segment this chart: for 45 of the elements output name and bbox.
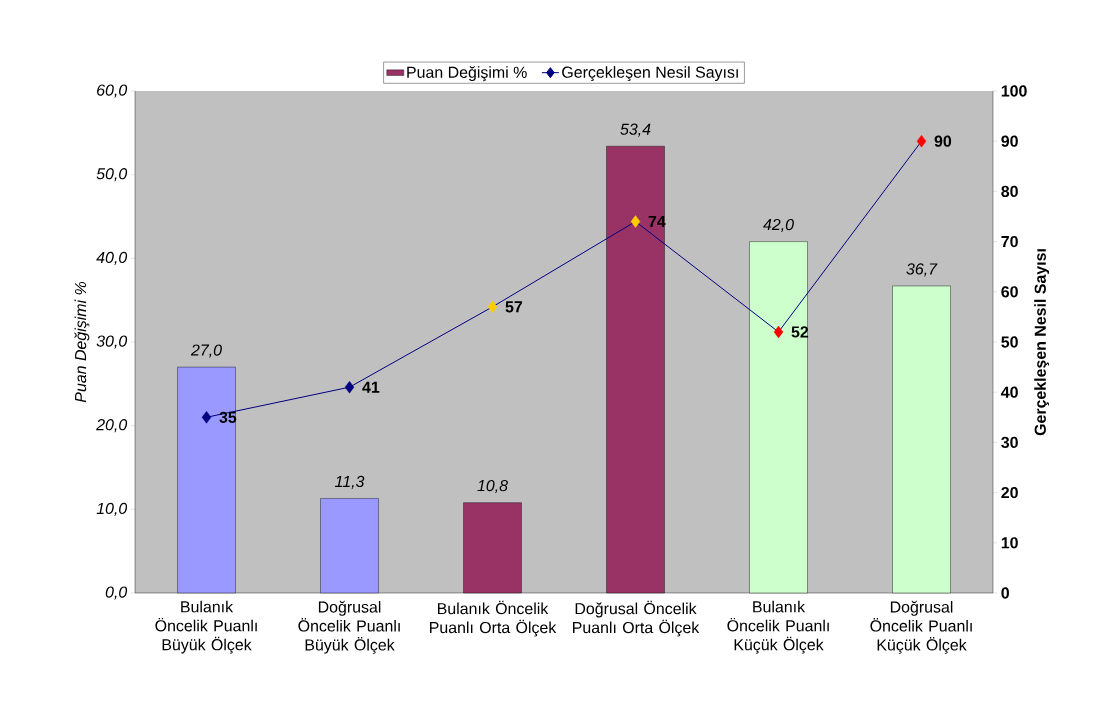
y2-tick-label: 100 — [1001, 85, 1027, 97]
y-tick-label: 20,0 — [96, 419, 128, 433]
y-tick-label: 60,0 — [97, 84, 128, 98]
x-tick-label: Doğrusal Öncelik Puanlı Küçük Ölçek — [870, 600, 972, 654]
y-axis-title: Puan Değişimi % — [74, 282, 90, 403]
y-tick-label: 0,0 — [105, 586, 128, 600]
legend-label: Puan Değişimi % — [407, 66, 527, 82]
point — [487, 300, 498, 314]
x-tick-label: Bulanık Öncelik Puanlı Orta Ölçek — [430, 600, 557, 637]
data-label: 41 — [362, 381, 380, 393]
data-label: 27,0 — [190, 344, 222, 358]
x-tick-label: Bulanık Öncelik Puanlı Büyük Ölçek — [155, 600, 257, 654]
y2-tick-label: 90 — [1001, 135, 1018, 147]
x-tick-label: Doğrusal Öncelik Puanlı Büyük Ölçek — [298, 600, 400, 654]
y2-tick-label: 70 — [1001, 235, 1018, 248]
data-label: 42,0 — [763, 218, 794, 233]
y-tick-label: 40,0 — [96, 251, 128, 265]
x-tick-label: Bulanık Öncelik Puanlı Küçük Ölçek — [727, 600, 829, 654]
y2-tick-label: 30 — [1001, 436, 1018, 449]
y2-tick-label: 20 — [1001, 486, 1018, 499]
point — [773, 325, 784, 339]
legend-label: Gerçekleşen Nesil Sayısı — [562, 66, 738, 82]
y-tick-label: 10,0 — [96, 502, 128, 516]
data-label: 52 — [791, 326, 809, 338]
y2-axis-title: Gerçekleşen Nesil Sayısı — [1034, 249, 1050, 436]
data-label: 57 — [505, 301, 523, 313]
y2-tick-label: 80 — [1001, 185, 1018, 198]
y2-tick-label: 60 — [1001, 286, 1018, 298]
point — [916, 135, 927, 148]
y2-tick-label: 0 — [1001, 587, 1009, 599]
data-label: 35 — [219, 411, 237, 423]
y-tick-label: 30,0 — [96, 335, 128, 349]
x-tick-label: Doğrusal Öncelik Puanlı Orta Ölçek — [573, 600, 700, 637]
data-label: 36,7 — [906, 263, 938, 277]
data-label: 11,3 — [334, 475, 365, 489]
point — [344, 380, 355, 394]
data-label: 90 — [934, 135, 952, 147]
y-tick-label: 50,0 — [96, 168, 128, 182]
point — [630, 215, 641, 228]
y2-tick-label: 50 — [1001, 336, 1018, 348]
y2-tick-label: 10 — [1001, 537, 1018, 549]
y2-tick-label: 40 — [1001, 386, 1018, 398]
data-label: 10,8 — [477, 479, 508, 494]
data-label: 53,4 — [620, 123, 651, 137]
point — [201, 411, 212, 424]
